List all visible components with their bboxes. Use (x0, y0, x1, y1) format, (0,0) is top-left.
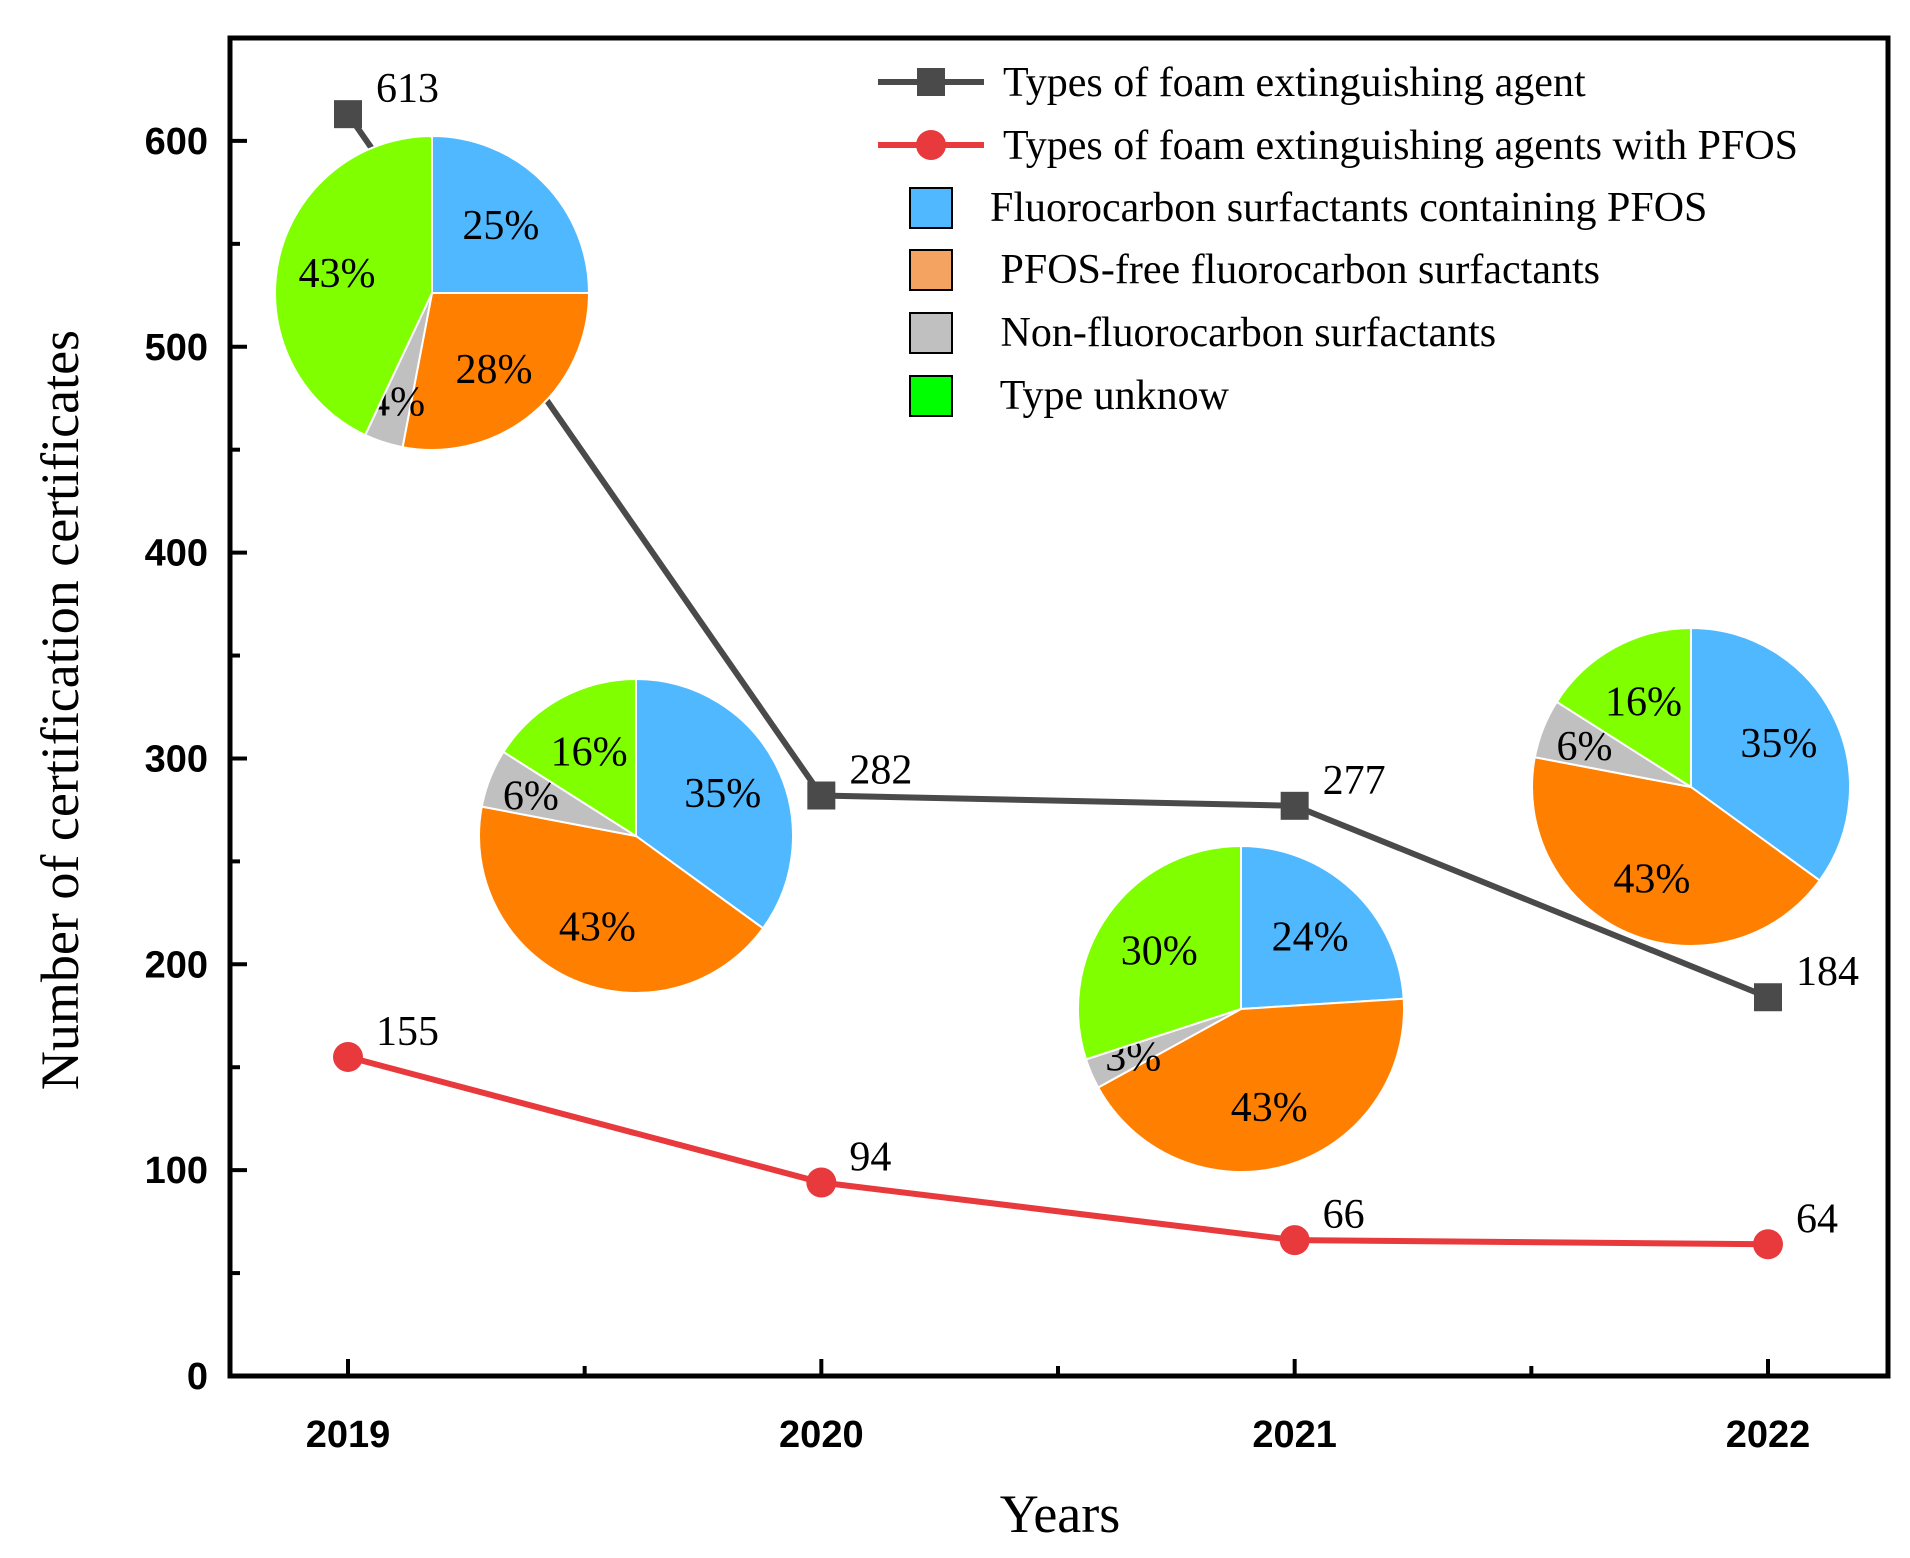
series-2-marker (1279, 1225, 1310, 1256)
series-1-marker (334, 100, 362, 129)
legend-pie-label: Non-fluorocarbon surfactants (990, 310, 1496, 356)
legend-pie-swatch (909, 312, 953, 354)
x-axis-title: Years (1000, 1484, 1121, 1544)
legend-series-marker (916, 130, 946, 160)
series-line-2 (347, 1054, 1769, 1248)
pie-2021-slice (1096, 997, 1406, 1173)
series-2-data-label: 66 (1323, 1192, 1365, 1238)
pie-2022-percent-label: 35% (1740, 721, 1817, 767)
pie-2019-slice (274, 134, 433, 437)
series-2-marker (333, 1041, 363, 1072)
legend-series-label: Types of foam extinguishing agent (1003, 60, 1586, 106)
pie-2022: 35%43%6%16% (1531, 626, 1851, 947)
series-1-data-label: 277 (1323, 758, 1386, 804)
legend-pie-label: PFOS-free fluorocarbon surfactants (990, 247, 1600, 293)
x-tick-label: 2019 (306, 1414, 391, 1456)
pie-2020-percent-label: 43% (559, 904, 636, 950)
y-tick-label: 100 (145, 1150, 208, 1192)
pie-2021: 24%43%3%30% (1077, 844, 1406, 1173)
y-axis-title: Number of certification certificates (30, 330, 90, 1090)
series-2-data-label: 94 (849, 1135, 891, 1181)
pie-2021-slice (1240, 844, 1405, 1011)
pie-2019-percent-label: 28% (456, 347, 533, 393)
series-1-marker (1280, 791, 1309, 820)
pie-2020-slice (502, 677, 637, 838)
axes-layer: 0 100 200 300 400 500 600 2019 2020 2021 2022 (145, 35, 1891, 1456)
y-tick-label: 500 (145, 327, 208, 369)
pie-2021-percent-label: 30% (1121, 929, 1198, 975)
pie-2021-slice (1077, 844, 1242, 1061)
pie-2020-percent-label: 35% (684, 771, 761, 817)
legend-series-label: Types of foam extinguishing agents with … (1003, 123, 1798, 169)
pie-2022-slice (1531, 756, 1822, 947)
series-2-data-label: 64 (1796, 1196, 1838, 1242)
series-2-marker (806, 1167, 837, 1198)
series-1-marker (1754, 983, 1782, 1012)
pie-2020-percent-label: 16% (551, 730, 628, 776)
pie-2020: 35%43%6%16% (478, 677, 794, 994)
pie-2022-slice (1690, 626, 1851, 882)
y-tick-label: 300 (145, 738, 208, 780)
pie-2019-slice (401, 292, 591, 451)
series-1-data-label: 613 (376, 66, 439, 112)
pie-2022-percent-label: 43% (1613, 856, 1690, 902)
markers-layer: 613 282 277 184 155 94 66 64 (333, 66, 1859, 1260)
series-2-marker (1753, 1229, 1783, 1260)
legend-pie-label: Type unknow (990, 373, 1230, 419)
x-tick-label: 2020 (779, 1414, 864, 1456)
series-line-1 (345, 112, 1770, 1001)
series-lines-layer (345, 112, 1770, 1248)
pie-2020-slice (478, 805, 765, 994)
legend: Types of foam extinguishing agent Types o… (878, 60, 1798, 419)
pie-2019-percent-label: 25% (462, 203, 539, 249)
pie-2021-percent-label: 43% (1231, 1085, 1308, 1131)
pie-2020-slice (635, 677, 794, 930)
x-tick-label: 2022 (1726, 1414, 1811, 1456)
series-1-data-label: 282 (849, 748, 912, 794)
pies-layer: 25%28%4%43%35%43%6%16%24%43%3%30%35%43%6… (274, 134, 1851, 1173)
series-1-marker (807, 781, 836, 810)
y-tick-label: 600 (145, 121, 208, 163)
pie-2022-percent-label: 16% (1605, 680, 1682, 726)
legend-pie-label: Fluorocarbon surfactants containing PFOS (990, 185, 1707, 231)
legend-pie-swatch (909, 187, 953, 229)
pie-2019: 25%28%4%43% (274, 134, 591, 451)
x-tick-label: 2021 (1252, 1414, 1337, 1456)
y-tick-label: 0 (187, 1356, 208, 1398)
pie-2019-percent-label: 43% (299, 251, 376, 297)
y-tick-label: 400 (145, 533, 208, 575)
pie-2022-slice (1555, 626, 1692, 789)
pie-2021-percent-label: 24% (1272, 914, 1349, 960)
series-2-data-label: 155 (376, 1009, 439, 1055)
series-1-data-label: 184 (1796, 949, 1859, 995)
legend-pie-swatch (909, 375, 953, 417)
y-tick-label: 200 (145, 944, 208, 986)
legend-pie-swatch (909, 249, 953, 291)
legend-series-marker (917, 68, 945, 96)
pie-2019-slice (431, 134, 591, 294)
